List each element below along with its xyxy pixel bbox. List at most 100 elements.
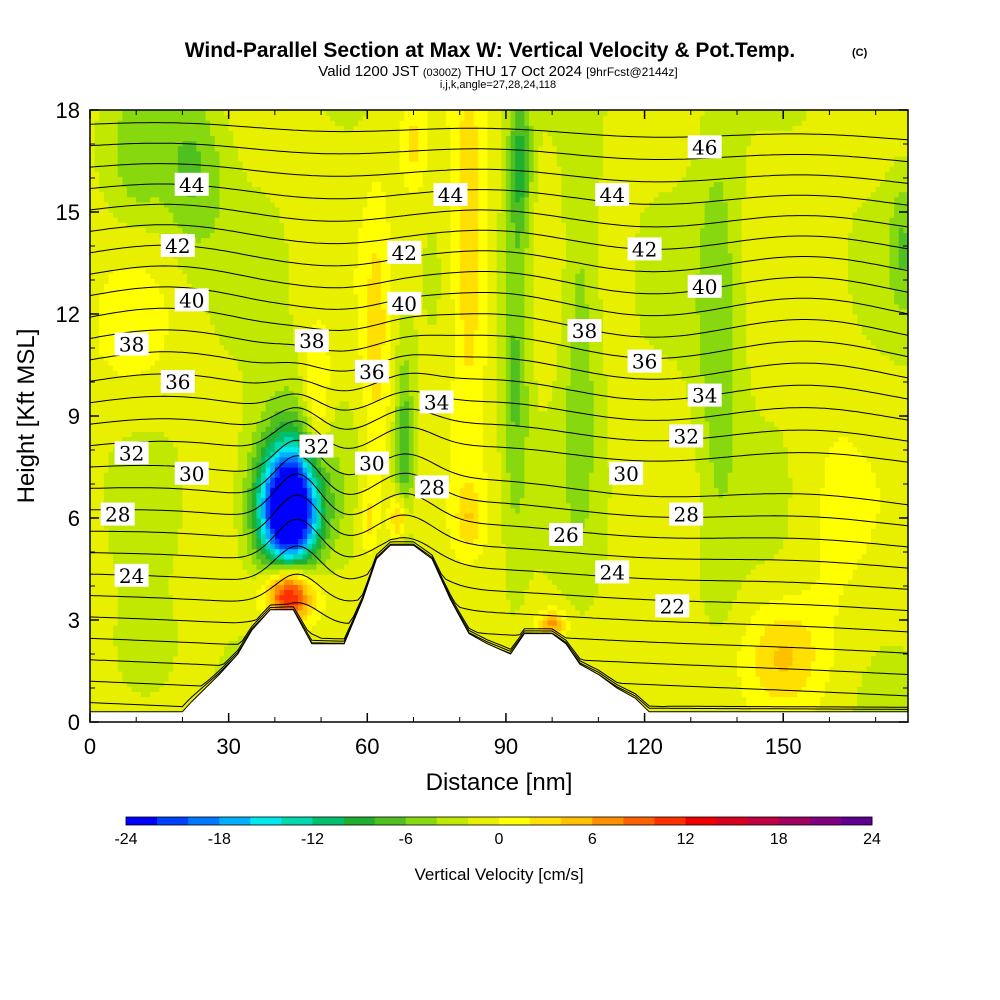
field-cell [136, 375, 142, 381]
field-cell [210, 492, 216, 499]
field-cell [122, 630, 128, 636]
field-cell [242, 589, 248, 596]
field-cell [177, 125, 184, 131]
field-cell [270, 247, 276, 254]
field-cell [228, 298, 234, 305]
field-cell [270, 502, 276, 509]
field-cell [191, 278, 197, 284]
field-cell [270, 472, 276, 478]
field-cell [260, 145, 267, 152]
field-cell [256, 273, 262, 279]
field-cell [122, 436, 128, 443]
field-cell [150, 257, 156, 264]
field-cell [150, 237, 156, 244]
field-cell [219, 625, 225, 631]
field-cell [173, 125, 179, 131]
field-cell [90, 186, 96, 193]
field-cell [90, 456, 96, 463]
field-cell [233, 247, 239, 254]
field-cell [136, 232, 142, 239]
field-cell [233, 482, 239, 488]
field-cell [136, 416, 142, 422]
field-cell [247, 314, 253, 320]
field-cell [265, 288, 271, 295]
field-cell [150, 125, 156, 131]
field-cell [242, 247, 248, 254]
field-cell [177, 487, 184, 494]
field-cell [113, 227, 119, 233]
field-cell [265, 400, 271, 407]
field-cell [136, 492, 142, 499]
field-cell [205, 125, 211, 131]
field-cell [145, 390, 151, 397]
field-cell [274, 166, 281, 172]
field-cell [182, 416, 188, 422]
field-cell [182, 512, 188, 519]
field-cell [168, 671, 174, 677]
field-cell [191, 359, 197, 366]
field-cell [163, 150, 170, 157]
field-cell [122, 370, 128, 376]
field-cell [210, 502, 216, 509]
field-cell [191, 609, 197, 616]
field-cell [224, 645, 230, 652]
field-cell [210, 446, 216, 453]
field-cell [187, 599, 193, 606]
field-cell [154, 671, 160, 677]
field-cell [270, 349, 276, 356]
field-cell [210, 574, 216, 580]
field-cell [154, 523, 160, 529]
field-cell [214, 426, 220, 432]
field-cell [173, 135, 179, 142]
field-cell [90, 620, 96, 626]
field-cell [154, 293, 160, 300]
field-cell [113, 293, 119, 300]
field-cell [237, 569, 244, 575]
field-cell [168, 288, 174, 295]
field-cell [187, 436, 193, 443]
field-cell [210, 655, 216, 662]
field-cell [173, 314, 179, 320]
field-cell [173, 482, 179, 488]
field-cell [168, 512, 174, 519]
field-cell [154, 252, 160, 259]
field-cell [145, 130, 151, 137]
field-cell [90, 344, 96, 351]
field-cell [191, 665, 197, 672]
field-cell [233, 181, 239, 188]
field-cell [126, 257, 133, 264]
field-cell [122, 217, 128, 223]
field-cell [200, 150, 207, 157]
field-cell [145, 482, 151, 488]
field-cell [205, 161, 211, 167]
field-cell [90, 354, 96, 361]
field-cell [94, 645, 100, 652]
field-cell [265, 252, 271, 259]
field-cell [228, 283, 234, 290]
field-cell [237, 242, 244, 249]
field-cell [131, 426, 137, 432]
field-cell [265, 334, 271, 341]
field-cell [159, 206, 165, 213]
field-cell [265, 507, 271, 514]
field-cell [131, 609, 137, 616]
field-cell [163, 278, 170, 284]
field-cell [182, 431, 188, 437]
field-cell [224, 456, 230, 463]
field-cell [163, 620, 170, 626]
field-cell [237, 212, 244, 218]
field-cell [256, 344, 262, 351]
field-cell [247, 614, 253, 621]
field-cell [145, 171, 151, 177]
field-cell [168, 497, 174, 504]
field-cell [122, 186, 128, 193]
field-cell [103, 155, 110, 162]
field-cell [191, 150, 197, 157]
field-cell [219, 421, 225, 427]
field-cell [122, 482, 128, 488]
field-cell [150, 482, 156, 488]
field-cell [117, 278, 123, 284]
field-cell [191, 548, 197, 555]
field-cell [103, 400, 110, 407]
field-cell [205, 232, 211, 239]
